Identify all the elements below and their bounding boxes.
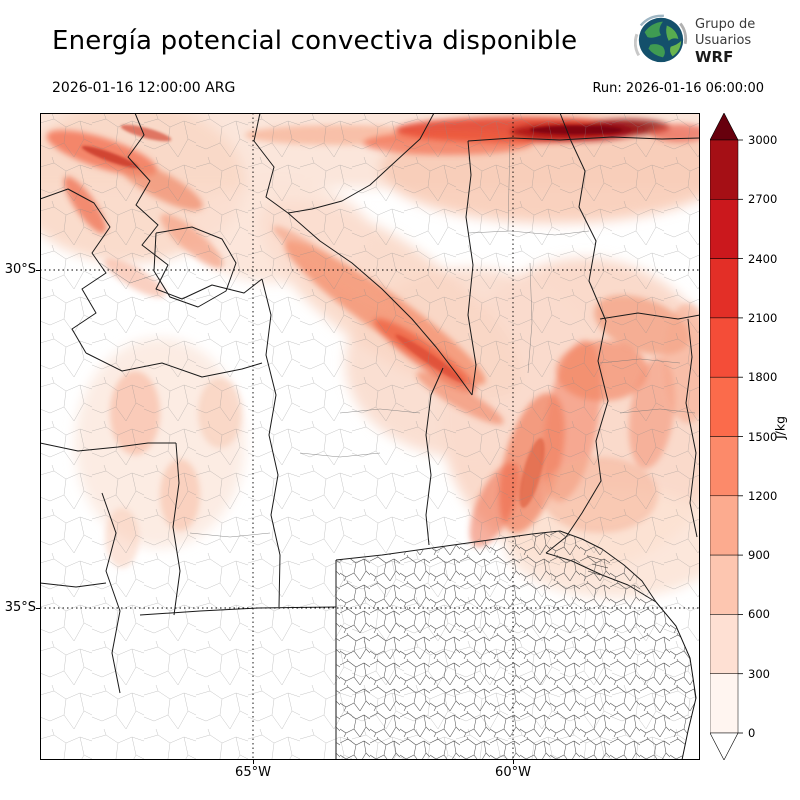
colorbar-tick-label: 300: [748, 667, 770, 681]
colorbar-tick-label: 2700: [748, 192, 778, 206]
globe-icon: [633, 12, 688, 70]
colorbar-segment: [709, 436, 739, 497]
lon-label-60w: 60°W: [495, 765, 531, 780]
water-area: [656, 602, 700, 760]
axis-tick: [253, 760, 254, 764]
colorbar-tick-label: 3000: [748, 133, 778, 147]
valid-time: 2026-01-16 12:00:00 ARG: [52, 80, 236, 96]
page-title: Energía potencial convectiva disponible: [52, 26, 578, 56]
buenos-aires-partidos-mesh: [336, 531, 696, 760]
colorbar-tick-label: 1200: [748, 489, 778, 503]
map-frame: [40, 113, 700, 760]
logo-text-line3: WRF: [695, 48, 734, 66]
map-figure: [40, 113, 700, 760]
axis-tick: [36, 608, 40, 609]
logo-text-line1: Grupo de: [695, 17, 756, 32]
colorbar-arrow-bottom: [709, 732, 739, 761]
grid-lines: [40, 113, 700, 760]
department-lines: [99, 137, 696, 538]
colorbar-segment: [709, 317, 739, 378]
colorbar-arrow-top: [709, 112, 739, 141]
lat-label-30s: 30°S: [4, 262, 36, 277]
lon-label-65w: 65°W: [235, 765, 271, 780]
colorbar-tick-label: 2100: [748, 311, 778, 325]
axis-tick: [36, 270, 40, 271]
parana-delta: [587, 555, 609, 576]
colorbar-tick-label: 900: [748, 548, 770, 562]
lat-label-35s: 35°S: [4, 600, 36, 615]
colorbar-tick-label: 600: [748, 607, 770, 621]
colorbar-tick-label: 1800: [748, 370, 778, 384]
colorbar-tick-label: 1500: [748, 430, 778, 444]
colorbar-labels: 3000 2700 2400 2100 1800 1500 1200 900 6…: [748, 113, 792, 760]
colorbar-segment: [709, 673, 739, 734]
wrf-logo: Grupo de Usuarios WRF: [633, 12, 756, 70]
colorbar-segment: [709, 199, 739, 259]
colorbar-segment: [709, 495, 739, 556]
colorbar-segment: [709, 258, 739, 319]
colorbar-segment: [709, 554, 739, 615]
colorbar-segment: [709, 376, 739, 437]
province-borders: [40, 113, 700, 760]
colorbar-tick-label: 2400: [748, 252, 778, 266]
axis-tick: [513, 760, 514, 764]
colorbar-ticks: [738, 139, 743, 734]
run-time: Run: 2026-01-16 06:00:00: [592, 81, 764, 96]
colorbar-unit-label: J/kg: [772, 415, 788, 440]
colorbar-segment: [709, 614, 739, 674]
logo-text-line2: Usuarios: [695, 33, 752, 48]
cape-map: [40, 113, 700, 760]
coastline: [655, 601, 697, 760]
colorbar-segment: [709, 139, 739, 200]
colorbar: [709, 112, 746, 761]
colorbar-tick-label: 0: [748, 726, 756, 740]
